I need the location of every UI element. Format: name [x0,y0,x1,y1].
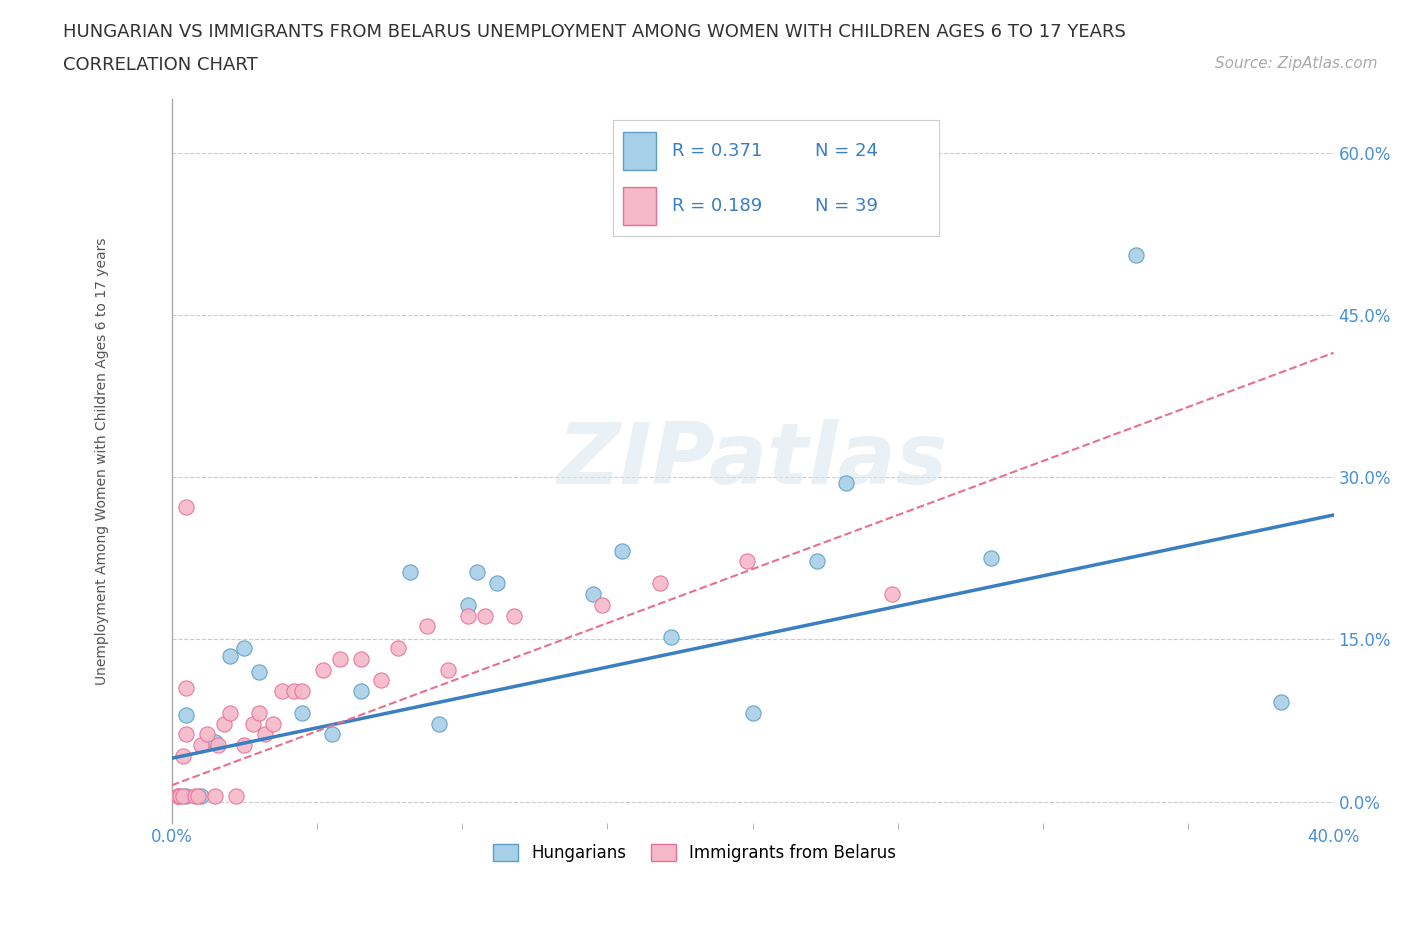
Point [457,597,479,612]
Point [174,708,197,723]
Point [291,684,314,698]
Point [218,705,240,720]
Point [659,630,682,644]
Point [195,727,218,742]
Point [329,651,352,666]
Point [253,727,276,742]
Point [190,789,212,804]
Point [271,684,294,698]
Point [233,737,256,752]
Point [174,681,197,696]
Point [436,662,458,677]
Point [474,608,496,623]
Point [735,554,758,569]
Point [169,789,191,804]
Point [321,727,343,742]
Point [233,641,256,656]
Point [349,684,371,698]
Text: HUNGARIAN VS IMMIGRANTS FROM BELARUS UNEMPLOYMENT AMONG WOMEN WITH CHILDREN AGES: HUNGARIAN VS IMMIGRANTS FROM BELARUS UNE… [63,23,1126,41]
Point [291,705,314,720]
Point [882,587,904,602]
Point [741,705,763,720]
Point [172,749,194,764]
Point [218,648,240,663]
Point [172,789,194,804]
Point [834,475,856,490]
Point [312,662,335,677]
Point [242,716,264,731]
Point [416,618,439,633]
Point [370,673,392,688]
Point [806,554,828,569]
Point [283,684,305,698]
Point [247,705,270,720]
Point [204,789,226,804]
Point [349,651,371,666]
Point [610,543,633,558]
Point [582,587,605,602]
Point [427,716,450,731]
Point [225,789,247,804]
Legend: Hungarians, Immigrants from Belarus: Hungarians, Immigrants from Belarus [486,838,903,870]
Text: CORRELATION CHART: CORRELATION CHART [63,56,259,73]
Point [212,716,235,731]
Point [465,565,488,579]
Point [174,500,197,515]
Point [503,608,526,623]
Point [387,641,409,656]
Point [457,608,479,623]
Point [204,735,226,750]
Point [1125,248,1147,263]
Point [1270,695,1292,710]
Point [174,789,197,804]
Point [207,737,229,752]
Point [980,551,1002,565]
Point [591,597,613,612]
Point [187,789,209,804]
Point [174,727,197,742]
Text: Unemployment Among Women with Children Ages 6 to 17 years: Unemployment Among Women with Children A… [96,237,110,684]
Point [262,716,284,731]
Point [190,737,212,752]
Point [166,789,188,804]
Point [247,664,270,679]
Point [399,565,422,579]
Point [648,576,671,591]
Text: ZIPatlas: ZIPatlas [558,419,948,502]
Point [184,789,207,804]
Point [166,789,188,804]
Text: Source: ZipAtlas.com: Source: ZipAtlas.com [1215,56,1378,71]
Point [486,576,509,591]
